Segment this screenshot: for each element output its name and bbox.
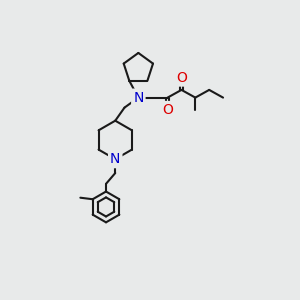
Text: O: O — [162, 103, 173, 117]
Text: O: O — [176, 70, 187, 85]
Text: N: N — [110, 152, 120, 166]
Text: N: N — [133, 91, 143, 105]
